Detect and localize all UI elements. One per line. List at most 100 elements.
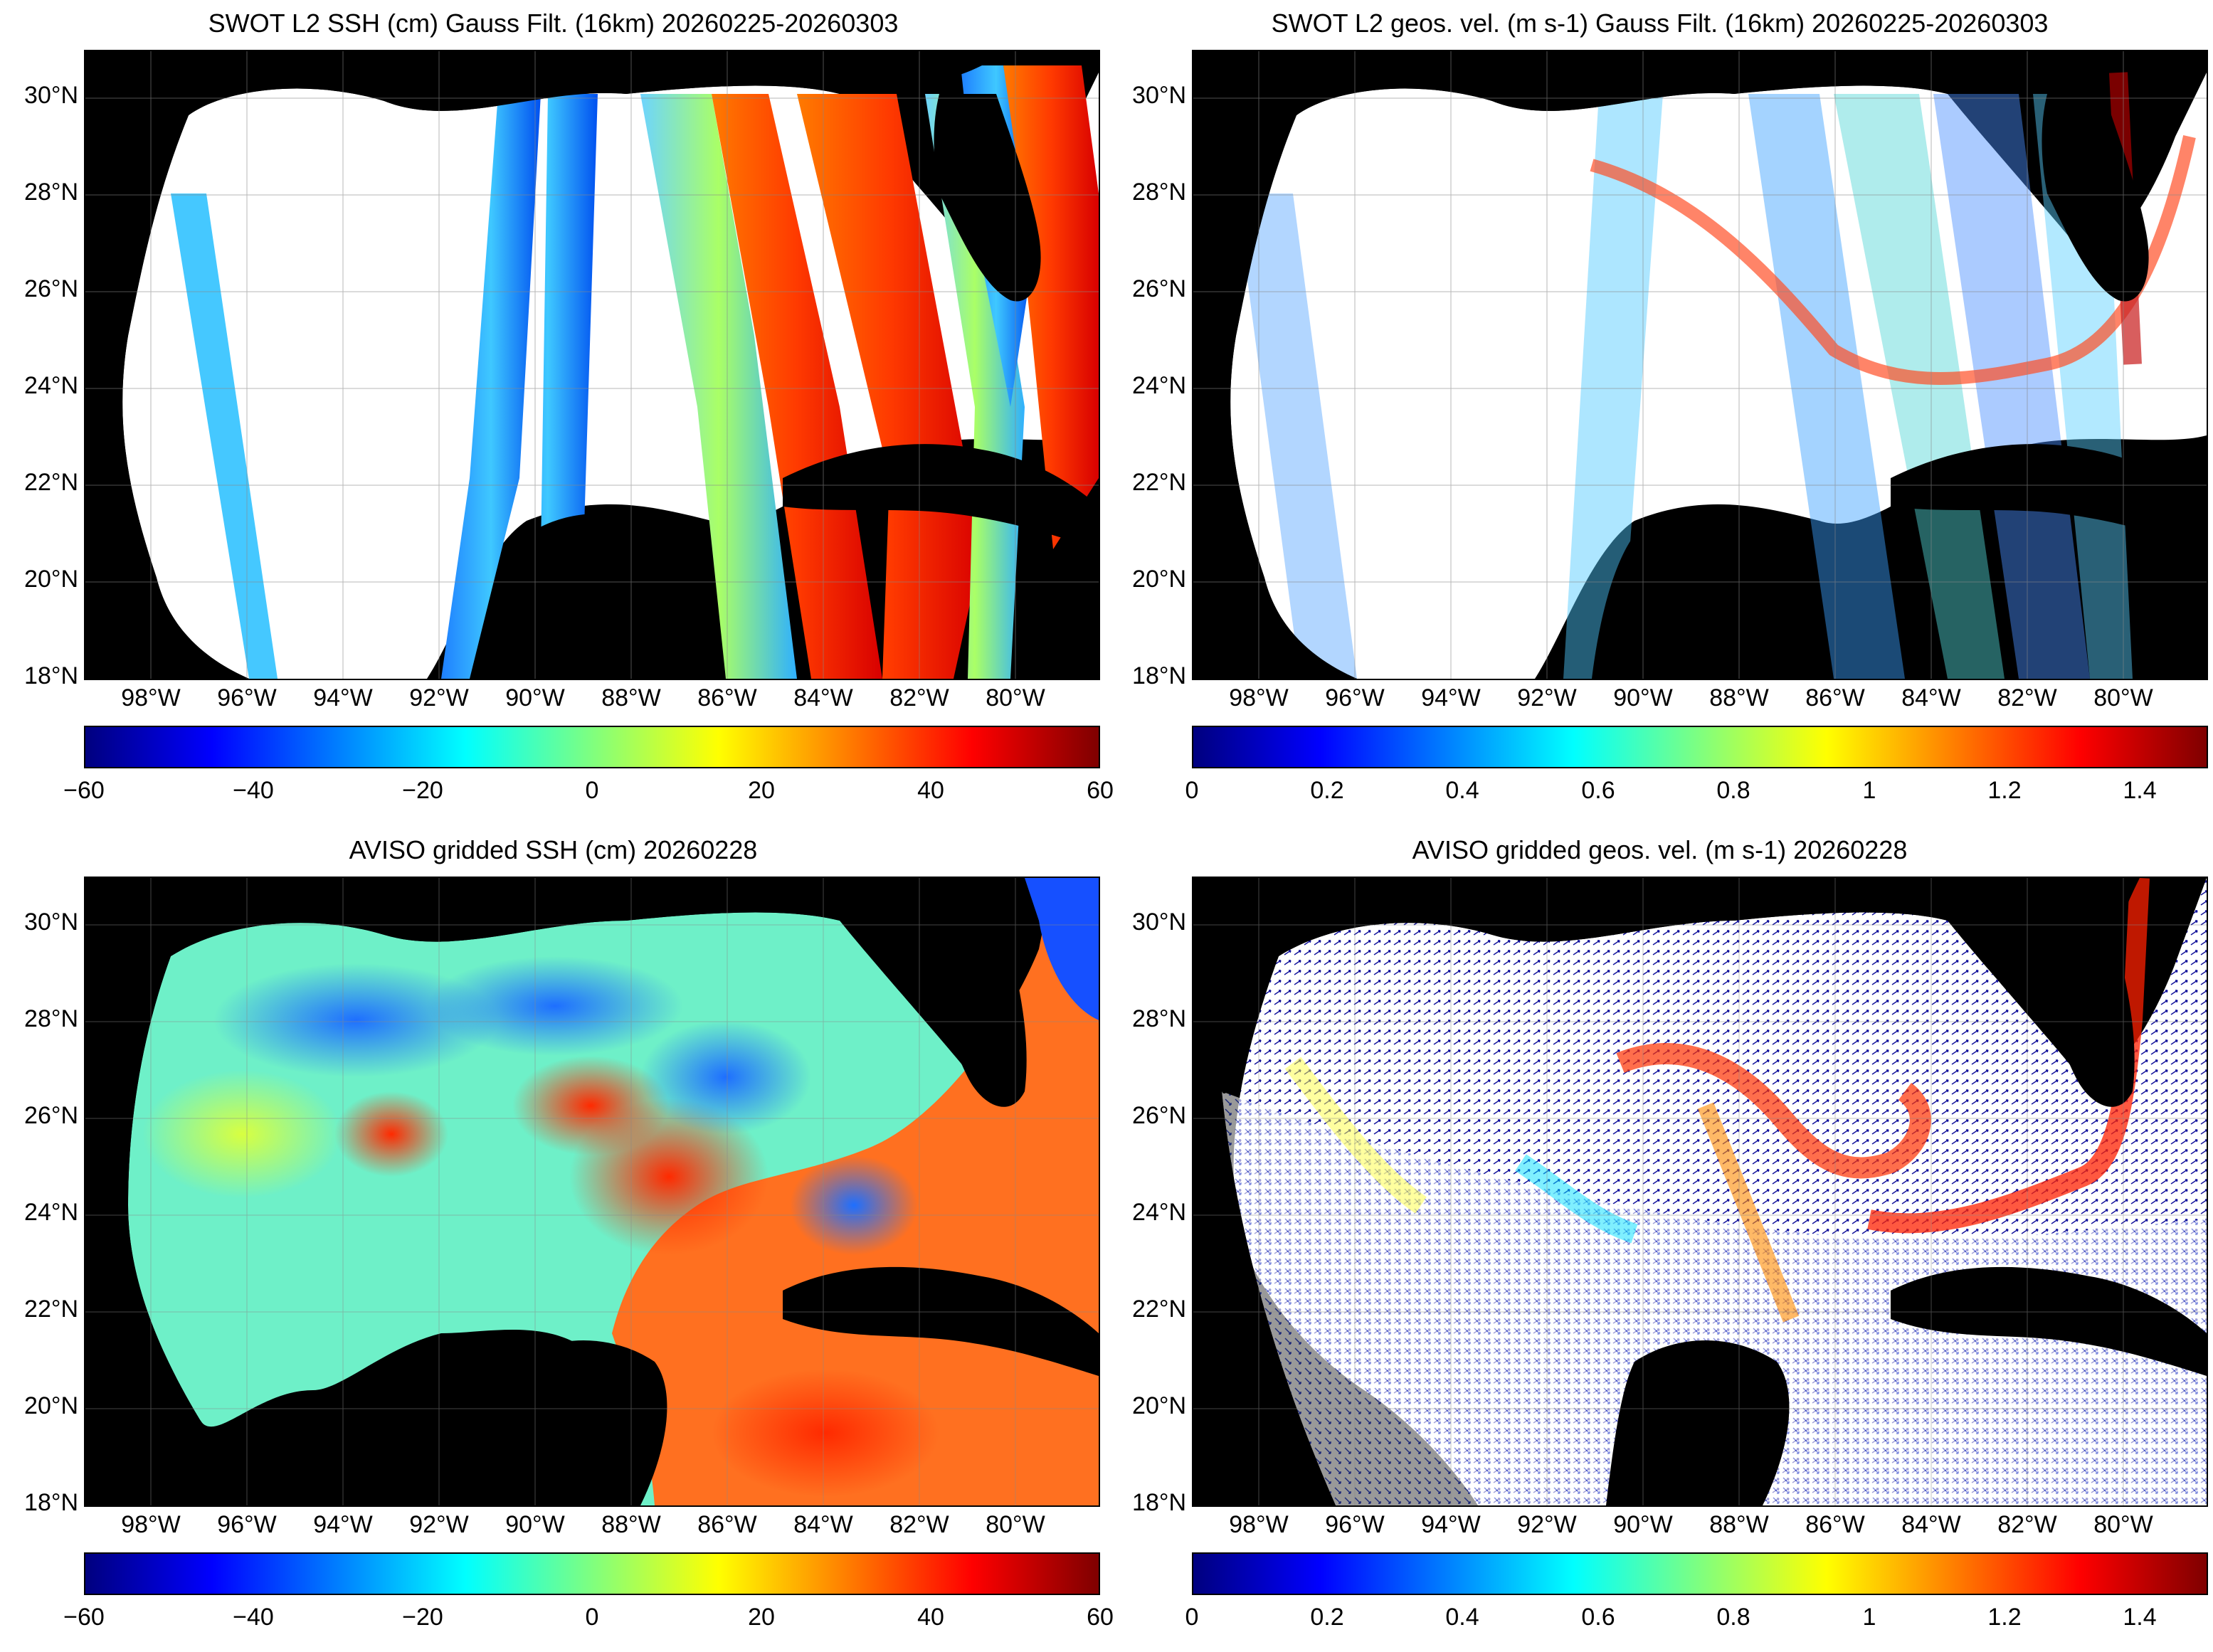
- colorbar-tick-label: 60: [1087, 1604, 1114, 1631]
- colorbar-tick-label: 20: [748, 777, 775, 804]
- colorbar-tick-label: −60: [63, 777, 105, 804]
- map-aviso-ssh: [84, 877, 1100, 1507]
- colorbar-tick-label: 0: [1185, 1604, 1199, 1631]
- lon-label: 94°W: [313, 684, 373, 711]
- lon-label: 80°W: [986, 684, 1045, 711]
- lon-label: 96°W: [217, 684, 277, 711]
- panel-title: SWOT L2 SSH (cm) Gauss Filt. (16km) 2026…: [208, 9, 899, 38]
- lon-label: 84°W: [1901, 684, 1961, 711]
- colorbar-tick-label: 40: [917, 777, 944, 804]
- map-swot-ssh: [84, 50, 1100, 680]
- colorbar-tick-label: 0.2: [1310, 777, 1344, 804]
- lon-label: 92°W: [409, 1511, 469, 1538]
- lat-label: 18°N: [1132, 662, 1186, 689]
- lat-label: 24°N: [1132, 372, 1186, 399]
- colorbar-tick-label: −20: [402, 1604, 443, 1631]
- colorbar: [84, 726, 1100, 768]
- colorbar-tick-label: −40: [233, 777, 274, 804]
- colorbar-tick-label: 1.4: [2123, 1604, 2157, 1631]
- lon-label: 90°W: [505, 1511, 565, 1538]
- lon-label: 88°W: [601, 1511, 661, 1538]
- lat-label: 26°N: [1132, 275, 1186, 302]
- panel-aviso-velocity: AVISO gridded geos. vel. (m s-1) 2026022…: [1106, 827, 2213, 1652]
- colorbar-tick-label: 60: [1087, 777, 1114, 804]
- swath-track: [171, 194, 278, 679]
- lon-label: 88°W: [601, 684, 661, 711]
- lon-label: 82°W: [889, 1511, 949, 1538]
- map-aviso-velocity: [1192, 877, 2208, 1507]
- colorbar-tick-label: 0.8: [1716, 1604, 1750, 1631]
- lon-label: 84°W: [793, 684, 853, 711]
- lon-label: 84°W: [793, 1511, 853, 1538]
- colorbar-tick-label: 0: [585, 777, 599, 804]
- lat-label: 26°N: [24, 1102, 78, 1129]
- colorbar-tick-label: 20: [748, 1604, 775, 1631]
- lon-label: 80°W: [2093, 684, 2153, 711]
- colorbar-tick-label: 1.4: [2123, 777, 2157, 804]
- lat-label: 18°N: [1132, 1489, 1186, 1516]
- lat-label: 20°N: [24, 1392, 78, 1419]
- colorbar-tick-label: −20: [402, 777, 443, 804]
- lat-label: 26°N: [1132, 1102, 1186, 1129]
- lon-label: 90°W: [505, 684, 565, 711]
- panel-title: AVISO gridded geos. vel. (m s-1) 2026022…: [1412, 835, 1908, 864]
- lat-label: 30°N: [1132, 909, 1186, 936]
- lat-label: 30°N: [24, 909, 78, 936]
- lon-label: 84°W: [1901, 1511, 1961, 1538]
- colorbar-tick-label: 0: [1185, 777, 1199, 804]
- lon-label: 80°W: [986, 1511, 1045, 1538]
- colorbar-tick-label: 1: [1862, 1604, 1876, 1631]
- lon-label: 94°W: [313, 1511, 373, 1538]
- colorbar-tick-label: 40: [917, 1604, 944, 1631]
- lon-label: 98°W: [1229, 684, 1289, 711]
- lat-label: 22°N: [1132, 469, 1186, 496]
- lat-label: 20°N: [1132, 566, 1186, 593]
- lon-label: 98°W: [121, 684, 181, 711]
- colorbar: [84, 1552, 1100, 1595]
- colorbar-tick-label: 0.4: [1445, 777, 1479, 804]
- lat-label: 30°N: [24, 82, 78, 109]
- colorbar-tick-label: 1: [1862, 777, 1876, 804]
- panel-swot-velocity: SWOT L2 geos. vel. (m s-1) Gauss Filt. (…: [1106, 0, 2213, 825]
- lat-label: 26°N: [24, 275, 78, 302]
- lon-label: 90°W: [1613, 1511, 1673, 1538]
- colorbar-tick-label: 0.2: [1310, 1604, 1344, 1631]
- lon-label: 98°W: [121, 1511, 181, 1538]
- lat-label: 24°N: [1132, 1199, 1186, 1226]
- colorbar-tick-label: 0.4: [1445, 1604, 1479, 1631]
- lat-label: 22°N: [24, 1296, 78, 1323]
- lon-label: 92°W: [1517, 684, 1577, 711]
- colorbar-tick-label: −40: [233, 1604, 274, 1631]
- lon-label: 96°W: [1325, 684, 1385, 711]
- lon-label: 94°W: [1421, 684, 1481, 711]
- colorbar-tick-label: 1.2: [1987, 777, 2022, 804]
- panel-swot-ssh: SWOT L2 SSH (cm) Gauss Filt. (16km) 2026…: [0, 0, 1114, 825]
- lon-label: 82°W: [889, 684, 949, 711]
- map-swot-velocity: [1192, 50, 2208, 680]
- lat-label: 22°N: [1132, 1296, 1186, 1323]
- lat-label: 18°N: [24, 1489, 78, 1516]
- colorbar: [1192, 1552, 2208, 1595]
- lon-label: 88°W: [1709, 1511, 1769, 1538]
- lat-label: 24°N: [24, 372, 78, 399]
- colorbar-tick-label: 0.8: [1716, 777, 1750, 804]
- lon-label: 94°W: [1421, 1511, 1481, 1538]
- lon-label: 92°W: [409, 684, 469, 711]
- lat-label: 18°N: [24, 662, 78, 689]
- lat-label: 28°N: [24, 1005, 78, 1032]
- lat-label: 24°N: [24, 1199, 78, 1226]
- lon-label: 82°W: [1997, 684, 2057, 711]
- colorbar-tick-label: 0: [585, 1604, 599, 1631]
- lon-label: 82°W: [1997, 1511, 2057, 1538]
- lon-label: 98°W: [1229, 1511, 1289, 1538]
- lat-label: 20°N: [24, 566, 78, 593]
- panel-title: AVISO gridded SSH (cm) 20260228: [349, 835, 758, 864]
- lon-label: 80°W: [2093, 1511, 2153, 1538]
- colorbar-tick-label: 0.6: [1581, 777, 1615, 804]
- lat-label: 28°N: [24, 179, 78, 206]
- colorbar-tick-label: 1.2: [1987, 1604, 2022, 1631]
- lon-label: 96°W: [217, 1511, 277, 1538]
- lon-label: 88°W: [1709, 684, 1769, 711]
- lat-label: 22°N: [24, 469, 78, 496]
- colorbar: [1192, 726, 2208, 768]
